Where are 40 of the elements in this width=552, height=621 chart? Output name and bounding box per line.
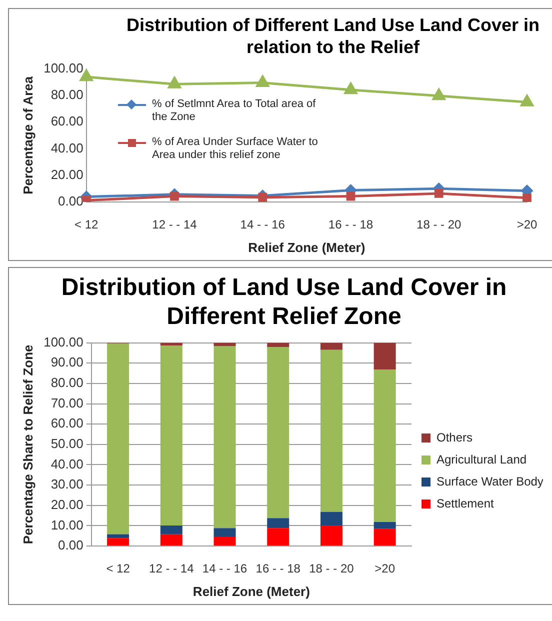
x-tick-label: 18 - - 20 xyxy=(416,218,462,232)
x-tick-label: >20 xyxy=(516,218,538,232)
legend-label: Others xyxy=(436,430,473,444)
y-tick-label: 40.00 xyxy=(50,140,84,156)
y-axis-title: Percentage Share to Relief Zone xyxy=(20,344,36,544)
legend-label: % of Area Under Surface Water to Area under this relief zone xyxy=(152,136,318,162)
y-tick-label: 100.00 xyxy=(44,60,84,76)
y-axis-title: Percentage of Area xyxy=(20,76,36,195)
x-axis-title: Relief Zone (Meter) xyxy=(192,584,310,599)
y-tick-label: 0.00 xyxy=(58,537,84,552)
x-tick-label: 14 - - 16 xyxy=(240,218,286,232)
y-tick-label: 70.00 xyxy=(50,395,84,410)
y-tick-label: 60.00 xyxy=(50,114,84,129)
y-tick-label: 20.00 xyxy=(50,167,84,182)
y-tick-label: 90.00 xyxy=(50,354,84,370)
y-tick-label: 50.00 xyxy=(50,436,84,451)
legend-label: % of Setlmnt Area to Total area of the Zone xyxy=(152,98,316,124)
x-tick-label: 16 - - 18 xyxy=(256,561,301,576)
x-tick-label: 18 - - 20 xyxy=(309,561,354,576)
x-tick-label: 12 - - 14 xyxy=(152,218,198,232)
y-tick-label: 80.00 xyxy=(50,87,84,102)
chart-title: Distribution of Land Use Land Cover in Different Relief Zone xyxy=(60,274,508,332)
y-tick-label: 40.00 xyxy=(50,456,84,472)
x-axis-title: Relief Zone (Meter) xyxy=(248,240,366,255)
x-tick-label: 16 - - 18 xyxy=(328,218,374,232)
y-tick-label: 60.00 xyxy=(50,415,84,430)
legend-label: Agricultural Land xyxy=(436,452,527,466)
y-tick-label: 20.00 xyxy=(50,496,84,512)
y-tick-label: 80.00 xyxy=(50,374,84,390)
y-tick-label: 100.00 xyxy=(44,334,84,350)
y-tick-label: 30.00 xyxy=(50,476,84,492)
x-tick-label: < 12 xyxy=(74,218,99,232)
x-tick-label: 12 - - 14 xyxy=(149,561,194,576)
x-tick-label: 14 - - 16 xyxy=(202,561,248,576)
legend-label: Surface Water Body xyxy=(436,474,544,488)
legend-label: Settlement xyxy=(436,496,495,510)
chart-title: Distribution of Different Land Use Land Cover in relation to the Relief xyxy=(125,15,540,58)
x-tick-label: < 12 xyxy=(106,561,130,576)
y-tick-label: 10.00 xyxy=(50,517,84,532)
x-tick-label: >20 xyxy=(374,561,396,576)
